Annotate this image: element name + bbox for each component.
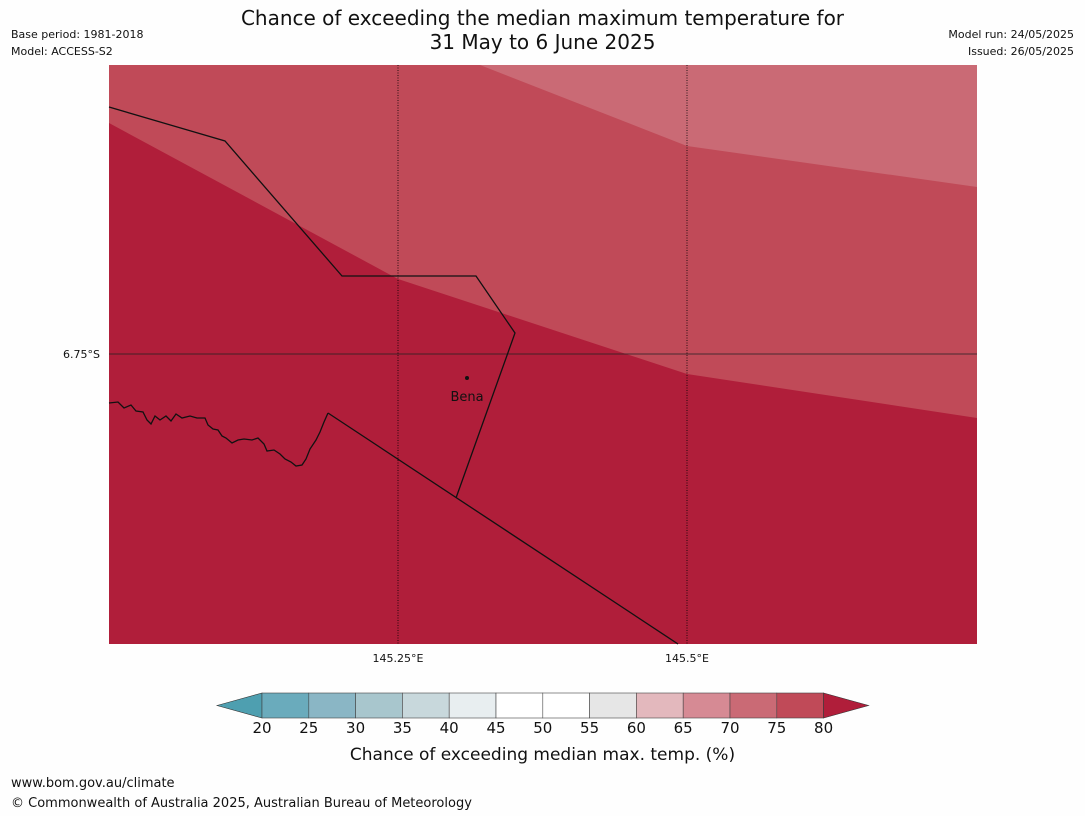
model-name: Model: ACCESS-S2	[11, 45, 113, 58]
colorbar-tick-label: 65	[673, 719, 693, 737]
colorbar-bin	[402, 692, 450, 719]
lon-label-145-25: 145.25°E	[373, 652, 424, 665]
model-run: Model run: 24/05/2025	[948, 28, 1074, 41]
base-period: Base period: 1981-2018	[11, 28, 144, 41]
chart-title: Chance of exceeding the median maximum t…	[0, 6, 1085, 54]
boundaries	[108, 106, 679, 645]
place-label-bena: Bena	[450, 390, 483, 405]
colorbar-bin	[776, 692, 824, 719]
colorbar-bin	[542, 692, 590, 719]
colorbar-bin	[636, 692, 684, 719]
footer-url[interactable]: www.bom.gov.au/climate	[11, 776, 175, 791]
colorbar-bin	[682, 692, 731, 719]
colorbar-tick-label: 40	[439, 719, 459, 737]
colorbar-tick-label: 75	[767, 719, 787, 737]
colorbar-bin	[448, 692, 497, 719]
lat-label: 6.75°S	[63, 348, 100, 361]
town-marker	[465, 376, 469, 380]
graticule	[109, 65, 977, 644]
colorbar-bin	[355, 692, 403, 719]
title-line-1: Chance of exceeding the median maximum t…	[240, 6, 845, 30]
footer-copyright: © Commonwealth of Australia 2025, Austra…	[11, 796, 472, 811]
colorbar-bin	[589, 692, 637, 719]
colorbar-bin	[261, 692, 310, 719]
meta-left: Base period: 1981-2018 Model: ACCESS-S2	[11, 26, 143, 60]
lon-label-145-5: 145.5°E	[665, 652, 709, 665]
title-line-2: 31 May to 6 June 2025	[429, 30, 656, 54]
colorbar-arrow-low	[215, 692, 263, 719]
colorbar-bin	[495, 692, 544, 719]
colorbar-bin	[308, 692, 356, 719]
district-boundary	[327, 412, 679, 645]
river-line	[108, 401, 329, 467]
colorbar	[215, 692, 870, 719]
colorbar-tick-label: 60	[626, 719, 646, 737]
colorbar-tick-label: 80	[814, 719, 834, 737]
colorbar-tick-label: 45	[486, 719, 506, 737]
colorbar-tick-label: 25	[299, 719, 319, 737]
colorbar-arrow-high	[823, 692, 870, 719]
issued-date: Issued: 26/05/2025	[967, 45, 1074, 58]
zone-70-75	[480, 65, 977, 187]
colorbar-tick-label: 50	[533, 719, 553, 737]
colorbar-title: Chance of exceeding median max. temp. (%…	[349, 745, 736, 765]
colorbar-tick-label: 70	[720, 719, 740, 737]
colorbar-bin	[729, 692, 778, 719]
colorbar-tick-label: 55	[580, 719, 600, 737]
province-boundary	[108, 106, 516, 499]
meta-right: Model run: 24/05/2025 Issued: 26/05/2025	[948, 26, 1074, 60]
colorbar-tick-label: 20	[252, 719, 272, 737]
colorbar-tick-label: 35	[392, 719, 412, 737]
colorbar-tick-label: 30	[346, 719, 366, 737]
